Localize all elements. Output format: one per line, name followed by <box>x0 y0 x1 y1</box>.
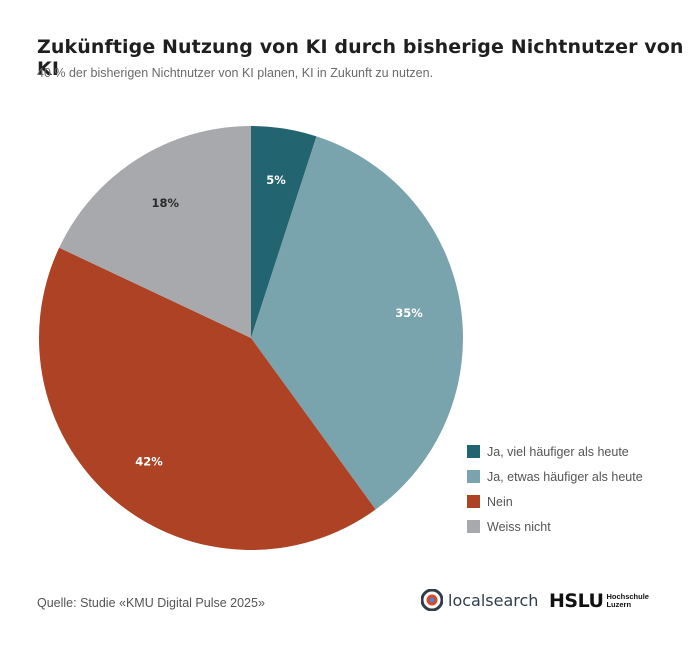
legend-swatch <box>467 495 480 508</box>
hslu-logo-subtext: Hochschule Luzern <box>606 593 649 609</box>
localsearch-logo-text: localsearch <box>448 590 539 610</box>
pie-value-label: 18% <box>152 196 180 210</box>
legend-item-ja-etwas: Ja, etwas häufiger als heute <box>467 464 643 489</box>
legend: Ja, viel häufiger als heute Ja, etwas hä… <box>467 439 643 539</box>
legend-item-nein: Nein <box>467 489 643 514</box>
legend-swatch <box>467 445 480 458</box>
legend-item-ja-viel: Ja, viel häufiger als heute <box>467 439 643 464</box>
hslu-logo-line2: Luzern <box>606 600 632 609</box>
chart-subtitle: 40 % der bisherigen Nichtnutzer von KI p… <box>37 66 434 80</box>
legend-swatch <box>467 520 480 533</box>
localsearch-logo: localsearch <box>421 589 538 611</box>
legend-label: Nein <box>487 494 513 509</box>
pie-value-label: 42% <box>135 454 163 468</box>
hslu-logo-line1: Hochschule <box>606 592 649 601</box>
legend-label: Ja, viel häufiger als heute <box>487 444 629 459</box>
source-note: Quelle: Studie «KMU Digital Pulse 2025» <box>37 596 265 610</box>
pie-slice-ja-viel <box>251 126 317 338</box>
hslu-logo-text: HSLU <box>549 590 604 612</box>
legend-label: Ja, etwas häufiger als heute <box>487 469 643 484</box>
pie-slice-weiss-nicht <box>59 126 251 338</box>
pie-value-label: 5% <box>266 173 286 187</box>
localsearch-logo-icon <box>421 589 443 611</box>
hslu-logo: HSLU Hochschule Luzern <box>549 590 649 612</box>
pie-slice-nein <box>38 247 376 550</box>
pie-slice-ja-etwas <box>251 136 463 510</box>
chart-title: Zukünftige Nutzung von KI durch bisherig… <box>37 36 684 80</box>
legend-swatch <box>467 470 480 483</box>
legend-label: Weiss nicht <box>487 519 551 534</box>
legend-item-weiss-nicht: Weiss nicht <box>467 514 643 539</box>
pie-value-label: 35% <box>395 306 423 320</box>
